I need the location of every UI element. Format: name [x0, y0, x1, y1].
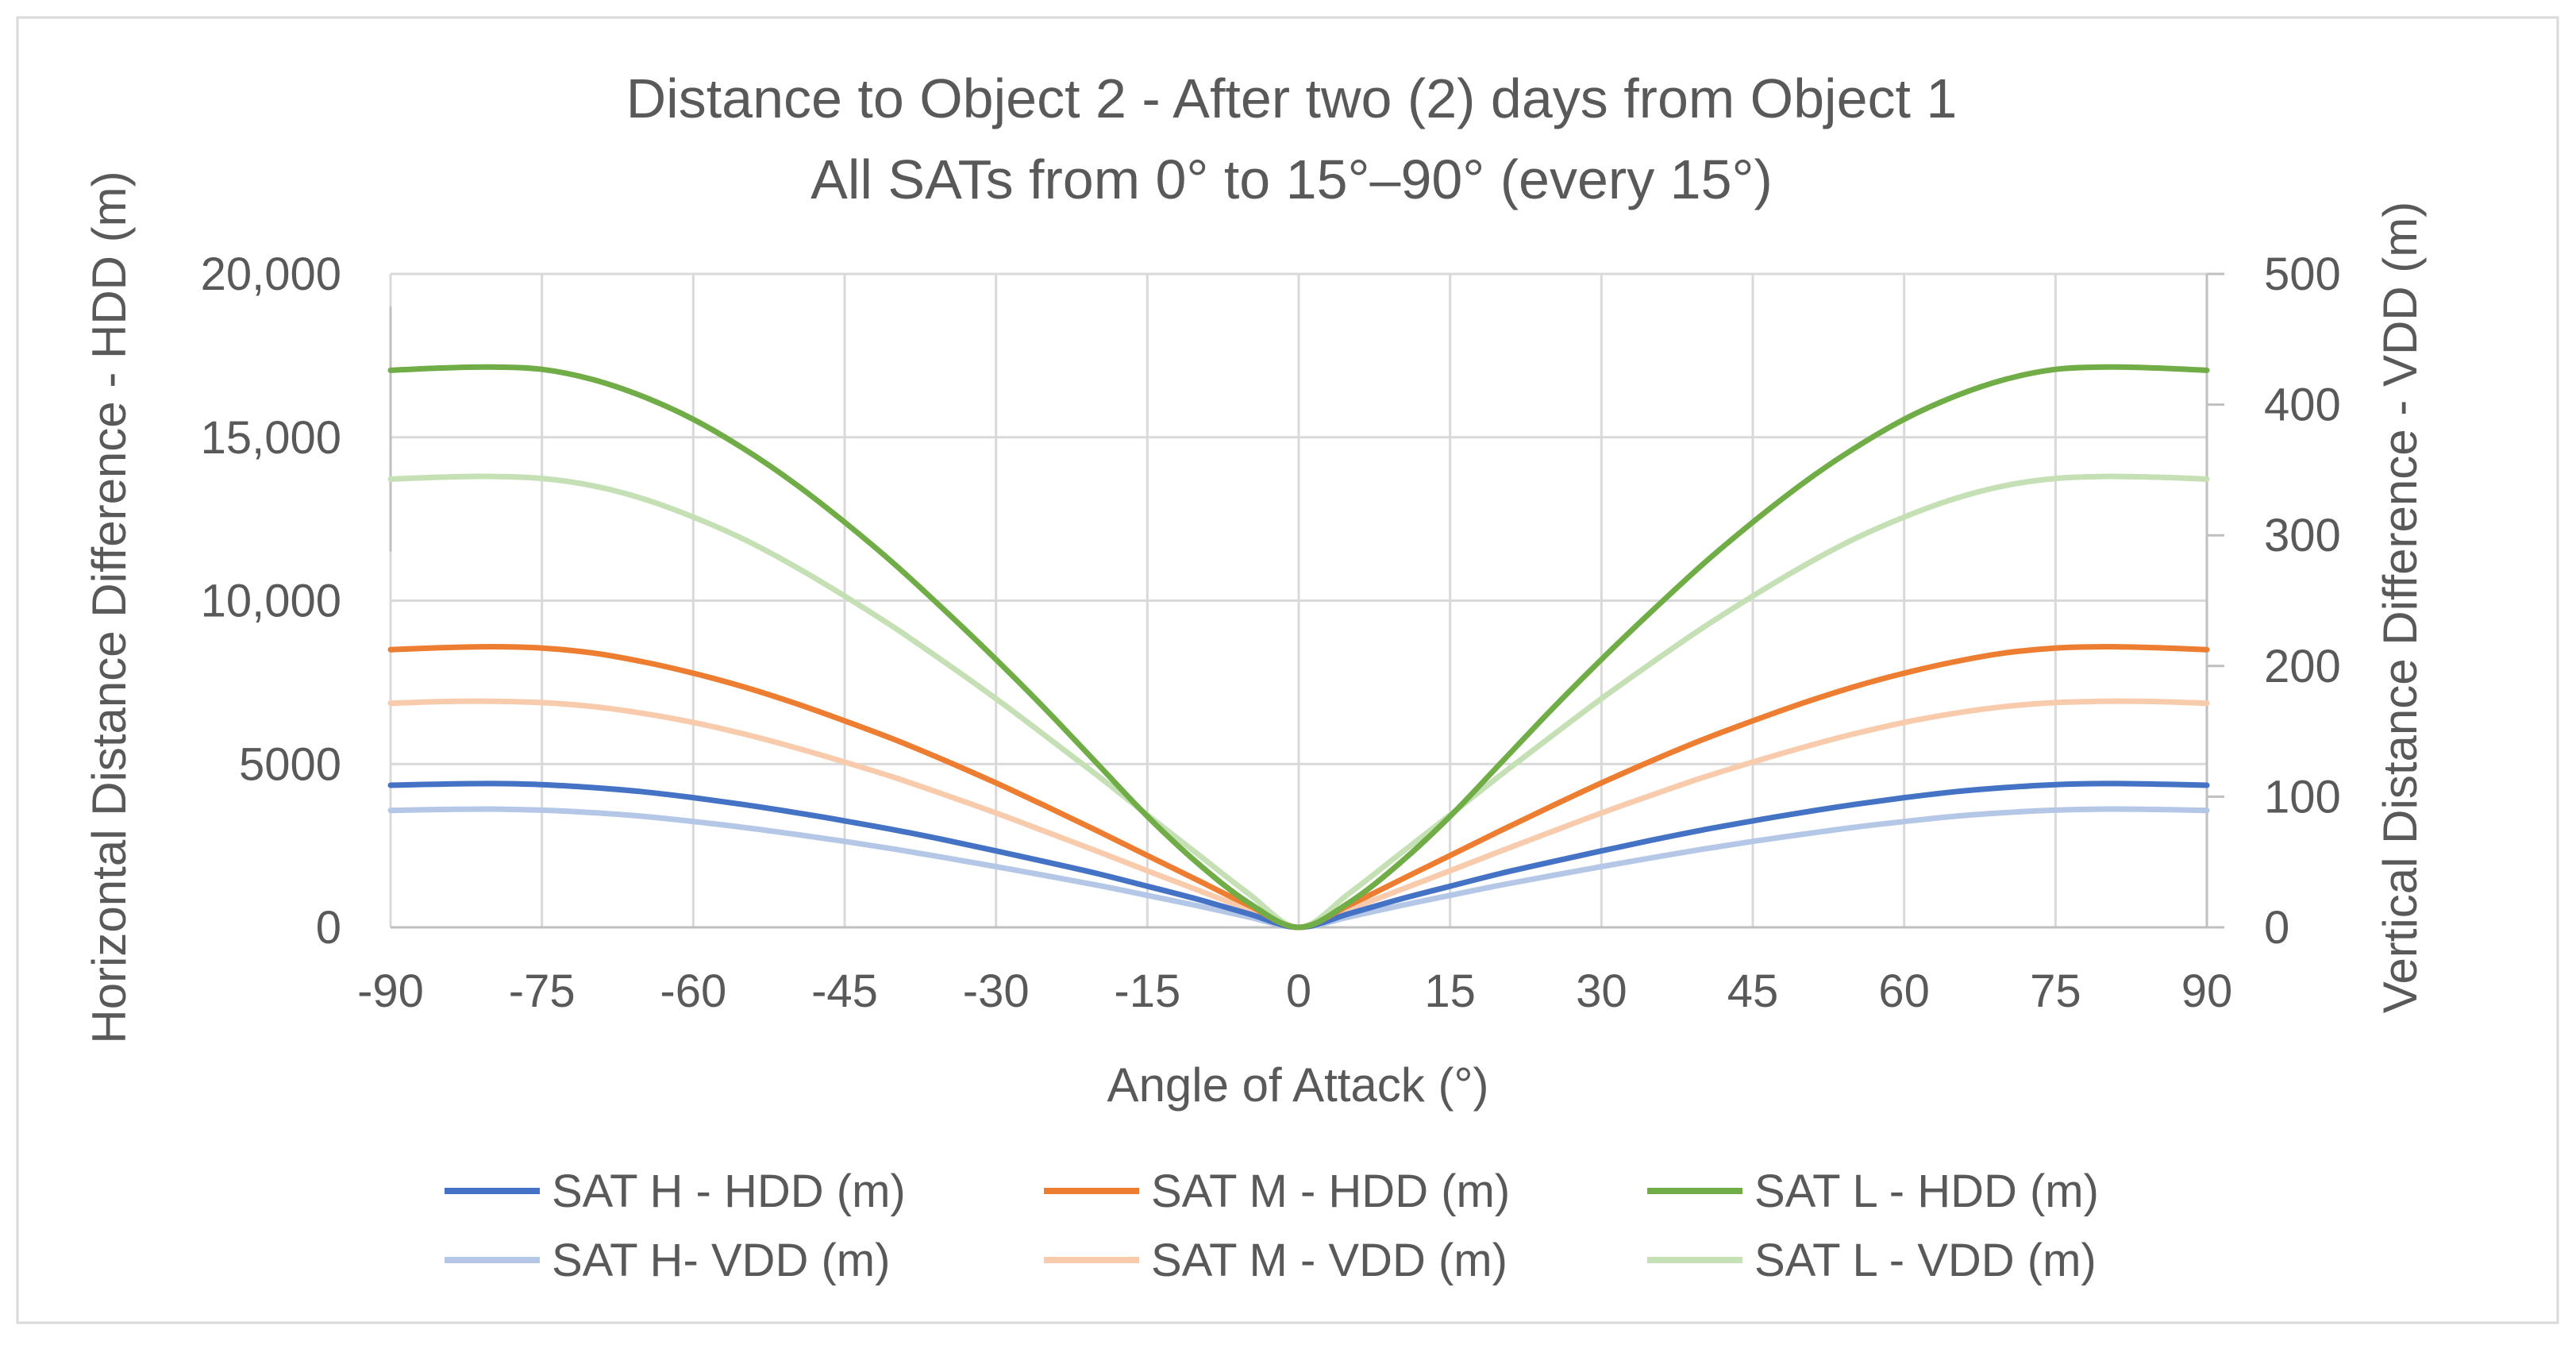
y2-tick-label: 400: [2264, 380, 2341, 431]
x-tick-label: -45: [811, 965, 878, 1017]
legend-label-sat-l-vdd-m: SAT L - VDD (m): [1754, 1235, 2097, 1286]
x-tick-label: -30: [963, 965, 1030, 1017]
legend-label-sat-h-vdd-m: SAT H- VDD (m): [552, 1235, 890, 1286]
plot-area: [387, 364, 2210, 931]
y2-axis-title: Vertical Distance Difference - VDD (m): [2374, 202, 2427, 1014]
legend-label-sat-m-hdd-m: SAT M - HDD (m): [1151, 1166, 1510, 1217]
y2-tick-label: 200: [2264, 641, 2341, 692]
y-tick-label: 0: [316, 902, 341, 954]
x-tick-label: 30: [1576, 965, 1627, 1017]
series-line-sat-l-hdd-m: [387, 364, 2210, 931]
x-tick-label: 75: [2030, 965, 2081, 1017]
y-tick-label: 5000: [239, 738, 341, 790]
x-axis-title: Angle of Attack (°): [1107, 1058, 1489, 1112]
y2-tick-label: 0: [2264, 902, 2289, 954]
y2-tick-label: 300: [2264, 510, 2341, 561]
y2-tick-label: 100: [2264, 771, 2341, 823]
x-tick-label: -60: [660, 965, 726, 1017]
legend: SAT H - HDD (m) SAT M - HDD (m) SAT L - HD…: [445, 1166, 2099, 1286]
chart-title-line-2: All SATs from 0° to 15°–90° (every 15°): [811, 148, 1773, 210]
x-tick-label: -90: [357, 965, 424, 1017]
chart-frame: [16, 16, 2559, 1324]
tick-labels: -90 -75 -60 -45 -30 -15 0 15 30 45 60 75 900500010,0…: [201, 249, 2341, 1017]
y-tick-label: 10,000: [201, 576, 341, 627]
x-tick-label: 90: [2181, 965, 2233, 1017]
chart-title-line-1: Distance to Object 2 - After two (2) day…: [626, 67, 1958, 129]
legend-label-sat-h-hdd-m: SAT H - HDD (m): [552, 1166, 906, 1217]
x-tick-label: -15: [1114, 965, 1180, 1017]
x-tick-label: -75: [509, 965, 576, 1017]
x-tick-label: 45: [1727, 965, 1779, 1017]
legend-label-sat-l-hdd-m: SAT L - HDD (m): [1754, 1166, 2099, 1217]
y2-tick-label: 500: [2264, 249, 2341, 300]
y-axis-title: Horizontal Distance Difference - HDD (m): [83, 171, 136, 1043]
x-tick-label: 15: [1424, 965, 1476, 1017]
x-tick-label: 60: [1878, 965, 1930, 1017]
y-tick-label: 20,000: [201, 249, 341, 300]
x-tick-label: 0: [1286, 965, 1311, 1017]
y-tick-label: 15,000: [201, 412, 341, 464]
legend-label-sat-m-vdd-m: SAT M - VDD (m): [1151, 1235, 1507, 1286]
